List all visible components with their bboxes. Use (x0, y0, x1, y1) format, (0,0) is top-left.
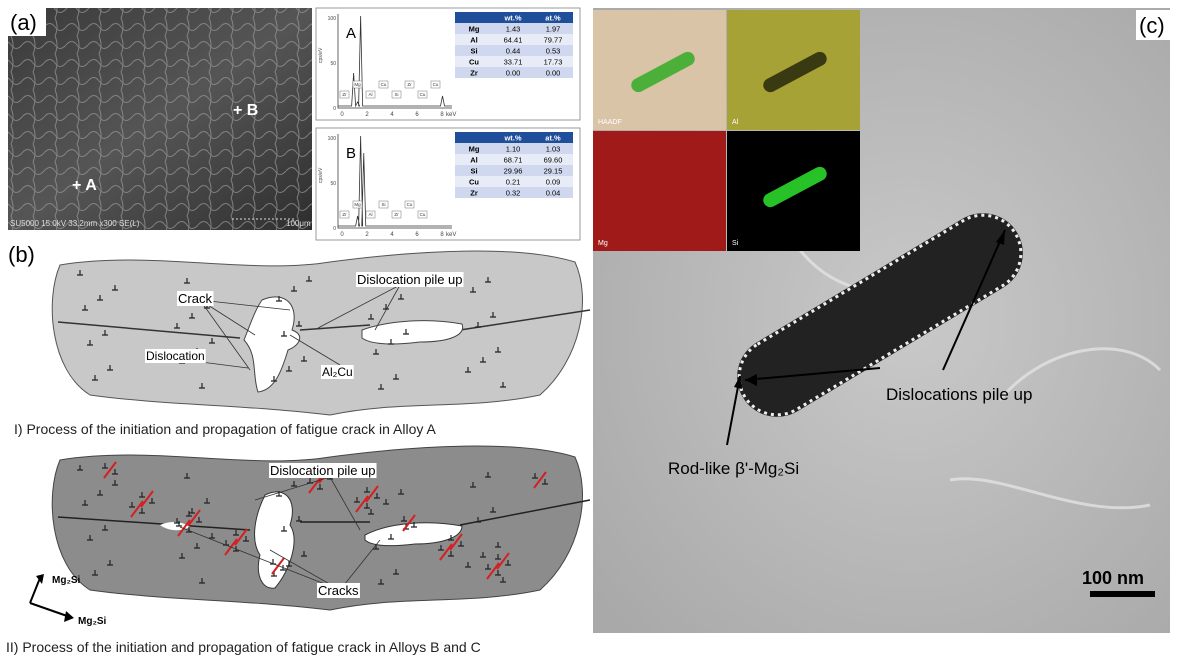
y-tick-label: 100 (328, 16, 337, 22)
y-tick-label: 0 (333, 106, 336, 112)
table-cell: 0.21 (506, 178, 521, 187)
table-cell: 0.04 (546, 189, 561, 198)
y-tick-label: 50 (330, 181, 336, 187)
table-cell: 0.09 (546, 178, 561, 187)
schematic-label: Crack (178, 291, 212, 306)
schematic-label: Al₂Cu (322, 365, 353, 379)
point-label: + A (72, 177, 97, 194)
table-cell: Al (470, 156, 478, 165)
y-axis-label: cps/eV (318, 167, 324, 183)
sem-scale: 100μm (286, 219, 311, 228)
axis-label: Mg₂Si (78, 616, 107, 627)
annotation: Dislocations pile up (886, 385, 1032, 404)
table-cell: Zr (470, 69, 478, 78)
peak-label: Cu (381, 82, 387, 87)
peak-label: Cu (407, 202, 413, 207)
peak-label: Cu (420, 92, 426, 97)
map-mg (593, 131, 726, 251)
spectrum-label: A (346, 25, 356, 42)
point-label: + B (233, 102, 258, 119)
table-cell: Mg (469, 25, 480, 34)
table-cell: 0.00 (506, 69, 521, 78)
sem-texture (8, 8, 312, 230)
map-label: Mg (598, 240, 608, 247)
table-cell: 17.73 (544, 58, 563, 67)
scale-label: 100 nm (1082, 568, 1144, 588)
table-cell: 33.71 (504, 58, 523, 67)
y-tick-label: 100 (328, 136, 337, 142)
caption: I) Process of the initiation and propaga… (14, 421, 436, 437)
y-tick-label: 50 (330, 61, 336, 67)
table-cell: Zr (470, 189, 478, 198)
peak-label: Mg (354, 82, 361, 87)
x-axis-label: keV (446, 232, 456, 238)
peak-label: Si (381, 202, 385, 207)
peak-label: Si (394, 92, 398, 97)
spectrum-label: B (346, 145, 356, 162)
caption: II) Process of the initiation and propag… (6, 639, 481, 655)
table-header-cell: wt.% (503, 14, 521, 23)
x-axis-label: keV (446, 112, 456, 118)
panel-label: (b) (8, 242, 35, 267)
grain (52, 251, 582, 415)
table-header-cell: at.% (545, 14, 561, 23)
table-header-cell: at.% (545, 134, 561, 143)
map-label: Si (732, 240, 739, 247)
table-cell: 0.44 (506, 47, 521, 56)
axis-label: Mg₂Si (52, 575, 81, 586)
table-cell: Cu (469, 58, 479, 67)
table-cell: 68.71 (504, 156, 523, 165)
annotation: Rod-like β'-Mg₂Si (668, 459, 799, 478)
y-axis-label: cps/eV (318, 47, 324, 63)
peak-label: Zr (394, 212, 399, 217)
schematic-label: Dislocation (146, 349, 205, 363)
table-cell: 0.53 (546, 47, 561, 56)
scale-bar (1090, 591, 1155, 597)
peak-label: Cu (433, 82, 439, 87)
table-cell: Mg (469, 145, 480, 154)
table-cell: 79.77 (544, 36, 563, 45)
table-cell: Cu (469, 178, 479, 187)
table-cell: 64.41 (504, 36, 523, 45)
schematic-label: Dislocation pile up (357, 272, 463, 287)
table-cell: Si (470, 47, 477, 56)
peak-label: Al (368, 92, 372, 97)
table-cell: 69.60 (544, 156, 563, 165)
figure: 02468keV050100cps/eVZrMgAlCuSiZrCuCuAwt.… (0, 0, 1179, 657)
peak-label: Cu (420, 212, 426, 217)
peak-label: Zr (407, 82, 412, 87)
table-cell: 1.43 (506, 25, 521, 34)
peak-label: Zr (342, 92, 347, 97)
table-cell: Al (470, 36, 478, 45)
table-cell: 1.03 (546, 145, 561, 154)
table-cell: 0.00 (546, 69, 561, 78)
peak-label: Zr (342, 212, 347, 217)
peak-label: Al (368, 212, 372, 217)
map-label: HAADF (598, 119, 622, 126)
schematic-label: Dislocation pile up (270, 463, 376, 478)
sem-info: SU5000 15.0kV 33.2mm x300 SE(L) (10, 219, 140, 228)
table-cell: Si (470, 167, 477, 176)
panel-label: (a) (10, 10, 37, 35)
table-cell: 29.96 (504, 167, 523, 176)
table-cell: 1.97 (546, 25, 561, 34)
peak-label: Mg (354, 202, 361, 207)
table-cell: 1.10 (506, 145, 521, 154)
map-label: Al (732, 119, 739, 126)
table-cell: 29.15 (544, 167, 563, 176)
schematic-label: Cracks (318, 583, 359, 598)
table-cell: 0.32 (506, 189, 521, 198)
y-tick-label: 0 (333, 226, 336, 232)
panel-label: (c) (1139, 13, 1165, 38)
table-header-cell: wt.% (503, 134, 521, 143)
